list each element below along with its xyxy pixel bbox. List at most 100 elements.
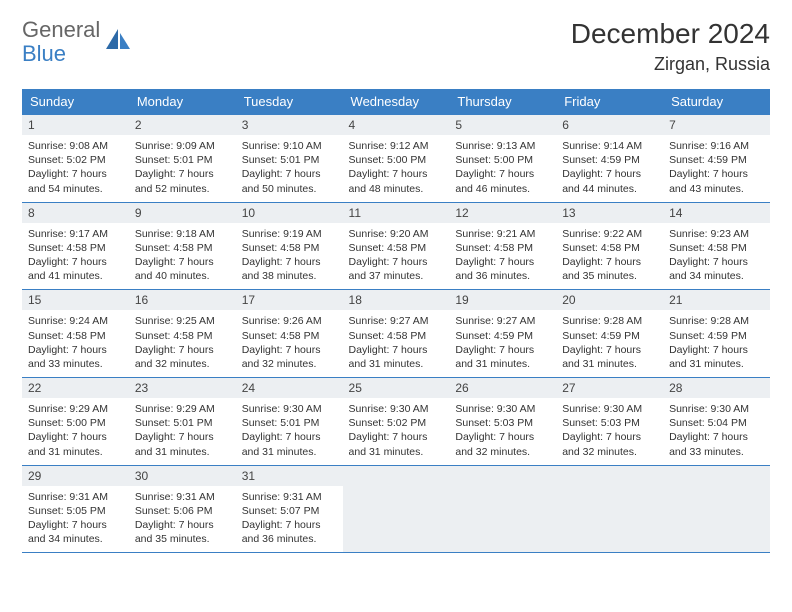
calendar-cell-empty: . (343, 465, 450, 553)
daylight-text: Daylight: 7 hours and 44 minutes. (562, 167, 657, 195)
calendar-cell: 29 Sunrise: 9:31 AM Sunset: 5:05 PM Dayl… (22, 465, 129, 553)
daylight-text: Daylight: 7 hours and 54 minutes. (28, 167, 123, 195)
day-body: Sunrise: 9:31 AM Sunset: 5:06 PM Dayligh… (129, 486, 236, 553)
logo-part2: Blue (22, 41, 66, 66)
day-body: Sunrise: 9:27 AM Sunset: 4:59 PM Dayligh… (449, 310, 556, 377)
calendar-body: 1 Sunrise: 9:08 AM Sunset: 5:02 PM Dayli… (22, 115, 770, 553)
day-number: 14 (663, 203, 770, 223)
calendar-cell: 28 Sunrise: 9:30 AM Sunset: 5:04 PM Dayl… (663, 378, 770, 466)
sunrise-text: Sunrise: 9:12 AM (349, 139, 444, 153)
daylight-text: Daylight: 7 hours and 31 minutes. (349, 430, 444, 458)
daylight-text: Daylight: 7 hours and 36 minutes. (242, 518, 337, 546)
calendar-cell: 23 Sunrise: 9:29 AM Sunset: 5:01 PM Dayl… (129, 378, 236, 466)
weekday-row: Sunday Monday Tuesday Wednesday Thursday… (22, 89, 770, 115)
day-body: Sunrise: 9:30 AM Sunset: 5:03 PM Dayligh… (449, 398, 556, 465)
daylight-text: Daylight: 7 hours and 31 minutes. (135, 430, 230, 458)
calendar-cell: 11 Sunrise: 9:20 AM Sunset: 4:58 PM Dayl… (343, 202, 450, 290)
day-body: Sunrise: 9:30 AM Sunset: 5:01 PM Dayligh… (236, 398, 343, 465)
calendar-cell: 10 Sunrise: 9:19 AM Sunset: 4:58 PM Dayl… (236, 202, 343, 290)
calendar-cell: 20 Sunrise: 9:28 AM Sunset: 4:59 PM Dayl… (556, 290, 663, 378)
day-number: 17 (236, 290, 343, 310)
daylight-text: Daylight: 7 hours and 35 minutes. (135, 518, 230, 546)
daylight-text: Daylight: 7 hours and 32 minutes. (455, 430, 550, 458)
sunset-text: Sunset: 5:06 PM (135, 504, 230, 518)
sunset-text: Sunset: 5:02 PM (28, 153, 123, 167)
sunrise-text: Sunrise: 9:20 AM (349, 227, 444, 241)
day-number: 3 (236, 115, 343, 135)
sunrise-text: Sunrise: 9:16 AM (669, 139, 764, 153)
daylight-text: Daylight: 7 hours and 34 minutes. (28, 518, 123, 546)
sunrise-text: Sunrise: 9:25 AM (135, 314, 230, 328)
sunset-text: Sunset: 5:00 PM (455, 153, 550, 167)
sunset-text: Sunset: 4:58 PM (562, 241, 657, 255)
day-body: Sunrise: 9:10 AM Sunset: 5:01 PM Dayligh… (236, 135, 343, 202)
day-body: Sunrise: 9:26 AM Sunset: 4:58 PM Dayligh… (236, 310, 343, 377)
sunrise-text: Sunrise: 9:17 AM (28, 227, 123, 241)
day-number: 5 (449, 115, 556, 135)
sunset-text: Sunset: 5:07 PM (242, 504, 337, 518)
day-body: Sunrise: 9:09 AM Sunset: 5:01 PM Dayligh… (129, 135, 236, 202)
day-number: 23 (129, 378, 236, 398)
day-number: 16 (129, 290, 236, 310)
sunrise-text: Sunrise: 9:10 AM (242, 139, 337, 153)
title-block: December 2024 Zirgan, Russia (571, 18, 770, 75)
sunrise-text: Sunrise: 9:30 AM (669, 402, 764, 416)
daylight-text: Daylight: 7 hours and 50 minutes. (242, 167, 337, 195)
sunset-text: Sunset: 4:58 PM (135, 241, 230, 255)
sunrise-text: Sunrise: 9:13 AM (455, 139, 550, 153)
calendar-cell: 15 Sunrise: 9:24 AM Sunset: 4:58 PM Dayl… (22, 290, 129, 378)
sunrise-text: Sunrise: 9:18 AM (135, 227, 230, 241)
daylight-text: Daylight: 7 hours and 41 minutes. (28, 255, 123, 283)
sunrise-text: Sunrise: 9:09 AM (135, 139, 230, 153)
daylight-text: Daylight: 7 hours and 33 minutes. (28, 343, 123, 371)
sunset-text: Sunset: 4:59 PM (562, 153, 657, 167)
sunset-text: Sunset: 4:59 PM (562, 329, 657, 343)
daylight-text: Daylight: 7 hours and 31 minutes. (349, 343, 444, 371)
sunset-text: Sunset: 4:59 PM (669, 329, 764, 343)
calendar-cell: 9 Sunrise: 9:18 AM Sunset: 4:58 PM Dayli… (129, 202, 236, 290)
sunrise-text: Sunrise: 9:23 AM (669, 227, 764, 241)
month-title: December 2024 (571, 18, 770, 50)
day-body: Sunrise: 9:31 AM Sunset: 5:05 PM Dayligh… (22, 486, 129, 553)
day-number: 1 (22, 115, 129, 135)
calendar-cell: 8 Sunrise: 9:17 AM Sunset: 4:58 PM Dayli… (22, 202, 129, 290)
day-number: 11 (343, 203, 450, 223)
day-body: Sunrise: 9:28 AM Sunset: 4:59 PM Dayligh… (663, 310, 770, 377)
day-body: Sunrise: 9:12 AM Sunset: 5:00 PM Dayligh… (343, 135, 450, 202)
calendar-cell: 26 Sunrise: 9:30 AM Sunset: 5:03 PM Dayl… (449, 378, 556, 466)
daylight-text: Daylight: 7 hours and 52 minutes. (135, 167, 230, 195)
sunrise-text: Sunrise: 9:29 AM (28, 402, 123, 416)
day-body: Sunrise: 9:16 AM Sunset: 4:59 PM Dayligh… (663, 135, 770, 202)
sunrise-text: Sunrise: 9:27 AM (349, 314, 444, 328)
day-body: Sunrise: 9:31 AM Sunset: 5:07 PM Dayligh… (236, 486, 343, 553)
sunset-text: Sunset: 4:59 PM (669, 153, 764, 167)
day-body: Sunrise: 9:22 AM Sunset: 4:58 PM Dayligh… (556, 223, 663, 290)
sunset-text: Sunset: 5:02 PM (349, 416, 444, 430)
weekday-header: Thursday (449, 89, 556, 115)
daylight-text: Daylight: 7 hours and 32 minutes. (562, 430, 657, 458)
sunset-text: Sunset: 4:58 PM (349, 329, 444, 343)
sunrise-text: Sunrise: 9:31 AM (28, 490, 123, 504)
day-number: 8 (22, 203, 129, 223)
day-number: 28 (663, 378, 770, 398)
calendar-row: 22 Sunrise: 9:29 AM Sunset: 5:00 PM Dayl… (22, 378, 770, 466)
sunset-text: Sunset: 4:58 PM (669, 241, 764, 255)
day-body: Sunrise: 9:17 AM Sunset: 4:58 PM Dayligh… (22, 223, 129, 290)
day-body: Sunrise: 9:19 AM Sunset: 4:58 PM Dayligh… (236, 223, 343, 290)
calendar-cell: 24 Sunrise: 9:30 AM Sunset: 5:01 PM Dayl… (236, 378, 343, 466)
daylight-text: Daylight: 7 hours and 34 minutes. (669, 255, 764, 283)
day-number: 29 (22, 466, 129, 486)
daylight-text: Daylight: 7 hours and 48 minutes. (349, 167, 444, 195)
day-body: Sunrise: 9:28 AM Sunset: 4:59 PM Dayligh… (556, 310, 663, 377)
sunrise-text: Sunrise: 9:31 AM (242, 490, 337, 504)
logo-text: General Blue (22, 18, 100, 66)
day-body: Sunrise: 9:13 AM Sunset: 5:00 PM Dayligh… (449, 135, 556, 202)
day-body: Sunrise: 9:30 AM Sunset: 5:04 PM Dayligh… (663, 398, 770, 465)
weekday-header: Monday (129, 89, 236, 115)
day-number: 12 (449, 203, 556, 223)
calendar-cell-empty: . (556, 465, 663, 553)
sunset-text: Sunset: 5:00 PM (28, 416, 123, 430)
sunrise-text: Sunrise: 9:14 AM (562, 139, 657, 153)
sunrise-text: Sunrise: 9:31 AM (135, 490, 230, 504)
sunrise-text: Sunrise: 9:28 AM (669, 314, 764, 328)
